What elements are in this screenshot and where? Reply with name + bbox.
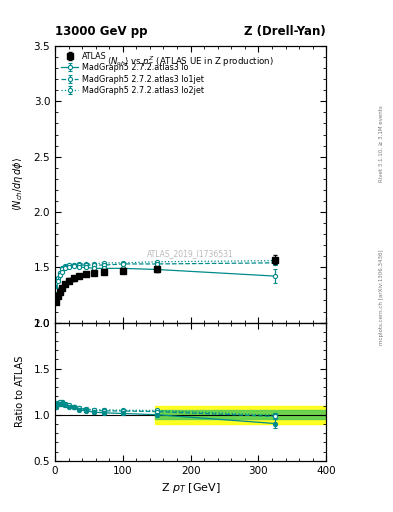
Text: Rivet 3.1.10, ≥ 3.1M events: Rivet 3.1.10, ≥ 3.1M events <box>379 105 384 182</box>
Y-axis label: $\langle N_{ch}/d\eta\,d\phi\rangle$: $\langle N_{ch}/d\eta\,d\phi\rangle$ <box>11 157 25 211</box>
Text: Z (Drell-Yan): Z (Drell-Yan) <box>244 26 326 38</box>
Bar <box>155 406 326 424</box>
X-axis label: Z $p_T$ [GeV]: Z $p_T$ [GeV] <box>161 481 220 495</box>
Text: 13000 GeV pp: 13000 GeV pp <box>55 26 147 38</box>
Y-axis label: Ratio to ATLAS: Ratio to ATLAS <box>15 356 25 428</box>
Text: ATLAS_2019_I1736531: ATLAS_2019_I1736531 <box>147 249 234 258</box>
Legend: ATLAS, MadGraph5 2.7.2.atlas3 lo, MadGraph5 2.7.2.atlas3 lo1jet, MadGraph5 2.7.2: ATLAS, MadGraph5 2.7.2.atlas3 lo, MadGra… <box>57 49 207 98</box>
Text: $\langle N_{ch}\rangle$ vs $p_T^Z$ (ATLAS UE in Z production): $\langle N_{ch}\rangle$ vs $p_T^Z$ (ATLA… <box>107 54 274 69</box>
Bar <box>155 410 326 419</box>
Text: mcplots.cern.ch [arXiv:1306.3436]: mcplots.cern.ch [arXiv:1306.3436] <box>379 249 384 345</box>
